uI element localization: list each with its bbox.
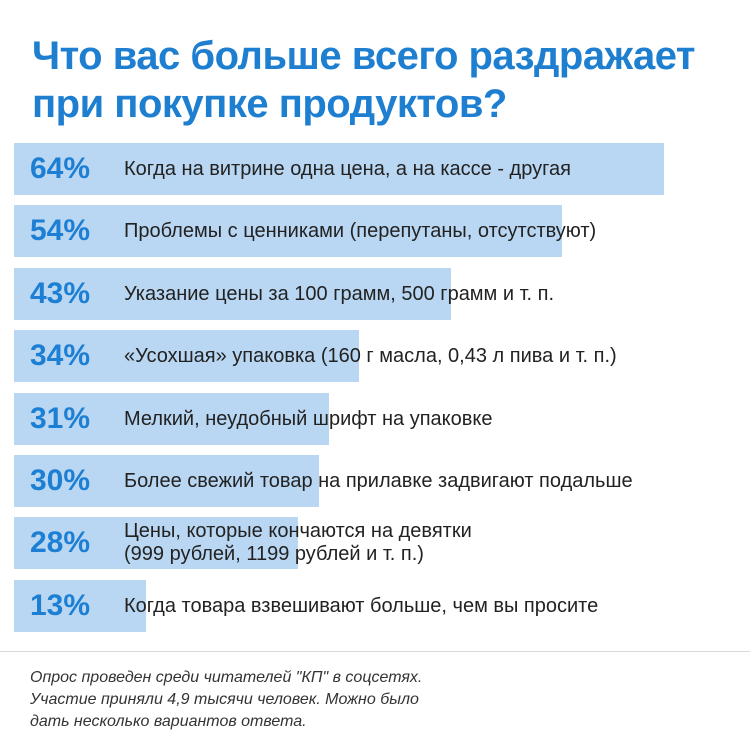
footer-divider	[0, 651, 750, 652]
bar	[14, 205, 562, 257]
bar-value-label: 30%	[30, 464, 91, 497]
footnote-line-2: Участие приняли 4,9 тысячи человек. Можн…	[30, 691, 419, 708]
bar-value-label: 13%	[30, 589, 91, 622]
chart-title: Что вас больше всего раздражает при поку…	[32, 34, 696, 126]
bar-category-label: Когда товара взвешивают больше, чем вы п…	[124, 594, 599, 617]
bar	[14, 268, 451, 320]
bar-category-label: Мелкий, неудобный шрифт на упаковке	[124, 407, 493, 430]
bar-category-label: Проблемы с ценниками (перепутаны, отсутс…	[124, 219, 597, 242]
bar-value-label: 43%	[30, 277, 91, 310]
bar	[14, 580, 146, 632]
bar-category-label: Указание цены за 100 грамм, 500 грамм и …	[124, 282, 555, 305]
survey-footnote: Опрос проведен среди читателей "КП" в со…	[30, 667, 730, 733]
bar	[14, 143, 664, 195]
bar-value-label: 34%	[30, 339, 91, 372]
bar	[14, 330, 359, 382]
bar-category-label: Когда на витрине одна цена, а на кассе -…	[124, 157, 571, 180]
bar-value-label: 28%	[30, 526, 91, 559]
bar-value-label: 64%	[30, 152, 91, 185]
bar-category-label: Цены, которые кончаются на девятки (999 …	[124, 520, 472, 565]
bar	[14, 517, 298, 569]
footnote-line-3: дать несколько вариантов ответа.	[30, 713, 307, 730]
bar	[14, 455, 319, 507]
footnote-line-1: Опрос проведен среди читателей "КП" в со…	[30, 669, 423, 686]
bar-chart: 64% Когда на витрине одна цена, а на касс…	[14, 143, 664, 632]
bar-value-label: 31%	[30, 402, 91, 435]
bar-value-label: 54%	[30, 214, 91, 247]
bar-category-label: Более свежий товар на прилавке задвигают…	[124, 469, 633, 492]
bar-category-label: «Усохшая» упаковка (160 г масла, 0,43 л …	[124, 344, 617, 367]
bar	[14, 393, 329, 445]
